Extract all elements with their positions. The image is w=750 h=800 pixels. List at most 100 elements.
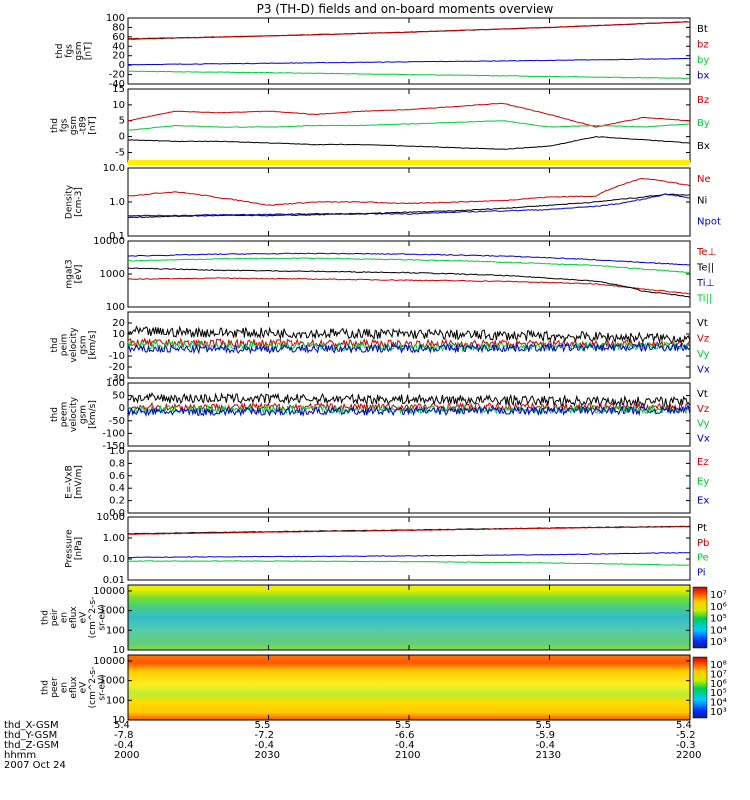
legend-entry: by [697, 55, 709, 66]
ephemeris-value: -0.4 [114, 740, 134, 751]
series-line-0 [127, 178, 691, 206]
ytick-label: 10000 [93, 656, 125, 667]
ytick-label: -50 [109, 416, 125, 427]
series-line-2 [127, 560, 691, 566]
ytick-label: 0 [119, 60, 125, 71]
ephemeris-value: -0.4 [254, 740, 275, 751]
ylabel-line: (cm^2-s- [88, 597, 98, 639]
ylabel-line: gsm [69, 116, 79, 135]
panel-e-vxb: 1.00.8 0.60.4 0.20.0 E=-VxB [mV/m] Ez Ey Ex [64, 446, 709, 519]
ytick-label: 10000 [93, 236, 125, 247]
ytick-label: 10.0 [103, 163, 125, 174]
ytick-label: 20 [112, 318, 125, 329]
ytick-label: 10 [112, 715, 125, 726]
ytick-label: 100 [106, 13, 125, 24]
series-line-3 [127, 551, 691, 559]
series-line-1 [127, 21, 690, 40]
ylabel-line: [eV] [74, 265, 84, 284]
ytick-label: 60 [112, 32, 125, 43]
ephemeris-value: 2030 [254, 750, 280, 761]
legend-entry: Bt [697, 24, 708, 35]
ytick-label: 50 [112, 391, 125, 402]
panel-peem-velocity: 100 500 -50-100 -150 thd peem velocity gsm [km/s… [50, 378, 710, 452]
colorbar-tick-label: 10⁵ [710, 688, 727, 699]
colorbar-tick-label: 10⁴ [710, 698, 727, 709]
ylabel-line: eV [79, 681, 89, 694]
ephemeris-label: thd_Z-GSM [4, 740, 59, 751]
legend-entry: Bz [697, 95, 709, 106]
ylabel-line: eflux [69, 606, 79, 629]
ephemeris-value: -7.2 [254, 730, 275, 741]
series-line-3 [127, 341, 690, 355]
ylabel-line: eflux [69, 676, 79, 699]
ytick-label: 20 [112, 51, 125, 62]
colorbar-tick-label: 10³ [710, 707, 727, 718]
ephemeris-value: -6.6 [395, 730, 415, 741]
ylabel-line: Density [64, 184, 74, 219]
legend-entry: Te|| [696, 263, 714, 274]
ytick-label: 10000 [93, 586, 125, 597]
colorbar-tick-label: 10⁸ [710, 660, 727, 671]
ytick-label: 0.0 [109, 508, 125, 519]
legend-entry: Ex [697, 496, 709, 507]
plot-frame [127, 240, 691, 308]
series-line-0 [127, 325, 691, 344]
quality-flag-bar [128, 160, 690, 165]
series-line-1 [127, 267, 691, 298]
legend-entry: Bx [697, 141, 710, 152]
ytick-label: 0 [119, 403, 125, 414]
ytick-label: 10 [112, 645, 125, 656]
legend-entry: Vz [697, 334, 709, 345]
colorbar-tick-label: 10⁷ [710, 669, 727, 680]
legend-entry: Vz [697, 404, 709, 415]
ephemeris-value: 5.5 [535, 720, 552, 731]
ytick-label: -30 [109, 373, 125, 384]
colorbar-tick-label: 10³ [710, 637, 727, 648]
ylabel-line: eV [79, 611, 89, 624]
ylabel-line: -t89 [79, 116, 89, 135]
legend-entry: Ti|| [696, 294, 712, 305]
colorbar-tick-label: 10⁶ [710, 602, 727, 613]
ytick-label: 0.10 [103, 554, 125, 565]
ytick-label: 1000 [100, 676, 125, 687]
ylabel-line: peer [50, 677, 60, 698]
panel-peer-en-eflux: 10000 1000 100 10 thd peer en eflux eV (cm^2-s-sr… [41, 654, 727, 726]
ephemeris-value: 5.5 [254, 720, 271, 731]
ephemeris-value: 2130 [535, 750, 561, 761]
ylabel-line: peim [60, 334, 70, 357]
ytick-label: -20 [109, 362, 125, 373]
ylabel-line: thd [41, 680, 51, 695]
colorbar-tick-label: 10⁶ [710, 679, 727, 690]
ephemeris-value: 5.4 [114, 720, 130, 731]
series-line-3 [127, 257, 691, 273]
series-line-2 [128, 252, 691, 266]
ytick-label: 100 [106, 378, 125, 389]
ylabel-line: gsm [79, 405, 89, 424]
series-line-0 [127, 277, 691, 295]
legend-entry: Vt [697, 318, 708, 329]
ephemeris-value: -0.4 [395, 740, 415, 751]
legend-entry: Ey [697, 476, 709, 487]
ylabel-line: sr-eV) [98, 604, 108, 630]
colorbar-tick-label: 10⁴ [710, 625, 727, 636]
ytick-label: 0 [119, 340, 125, 351]
plot-frame [127, 654, 691, 721]
panel-density: 10.0 1.0 0.1 Density [cm-3] Ne Ni Npot [64, 163, 721, 242]
legend-entry: bz [697, 40, 709, 51]
ylabel-line: gsm [74, 41, 84, 60]
panel-temperature: 10000 1000 100 mgat3 [eV] Te⊥ Te|| Ti⊥ Ti|| [64, 236, 716, 313]
ytick-label: -40 [109, 79, 125, 90]
legend-entry: Pi [697, 567, 706, 578]
series-line-1 [127, 525, 691, 535]
ytick-label: 100 [106, 695, 125, 706]
ytick-label: -20 [109, 70, 125, 81]
ytick-label: 1.00 [103, 533, 125, 544]
ytick-label: 0.2 [109, 496, 125, 507]
ytick-label: 5 [119, 116, 125, 127]
colorbar-tick-label: 10⁷ [710, 590, 727, 601]
ytick-label: 10 [112, 329, 125, 340]
plot-frame [127, 584, 691, 651]
ytick-label: 15 [112, 84, 125, 95]
ytick-label: -150 [102, 441, 125, 452]
